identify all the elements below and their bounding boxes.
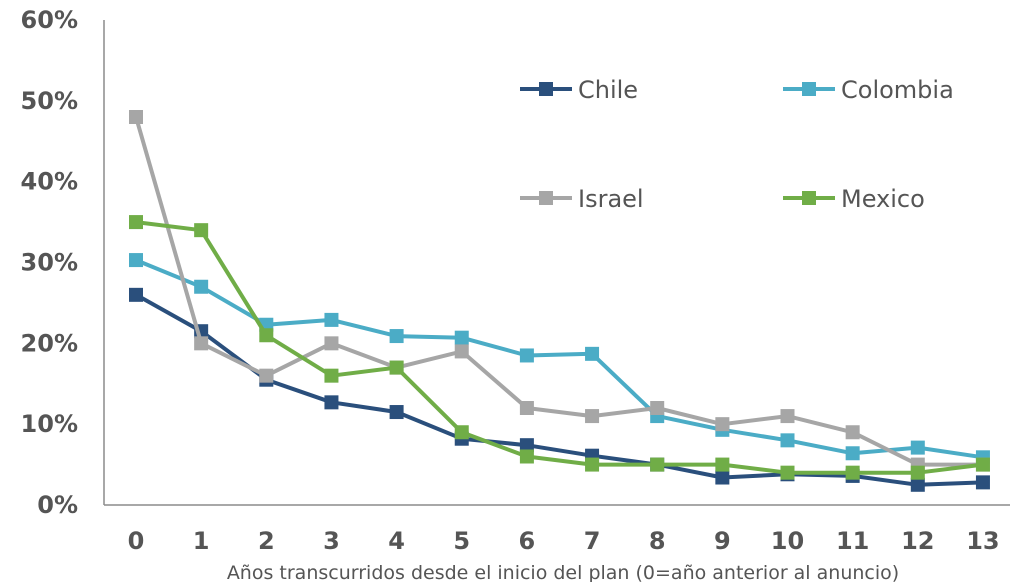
data-point-mexico bbox=[259, 328, 274, 343]
data-point-mexico bbox=[194, 223, 209, 238]
series-israel bbox=[129, 110, 990, 472]
y-tick-label: 50% bbox=[21, 87, 78, 115]
y-tick-label: 30% bbox=[21, 249, 78, 277]
data-point-israel bbox=[259, 368, 274, 383]
series-line-mexico bbox=[135, 220, 984, 475]
x-tick-label: 3 bbox=[323, 527, 340, 555]
data-point-chile bbox=[129, 287, 143, 302]
data-point-mexico bbox=[129, 215, 143, 230]
data-point-israel bbox=[650, 401, 665, 415]
y-tick-label: 60% bbox=[21, 6, 78, 34]
data-point-chile bbox=[389, 405, 404, 420]
legend-label-israel: Israel bbox=[578, 185, 644, 213]
y-tick-labels: 0% 10% 20% 30% 40% 50% 60% bbox=[21, 6, 78, 519]
legend-marker-israel bbox=[539, 191, 553, 205]
x-tick-label: 4 bbox=[388, 527, 405, 555]
data-point-israel bbox=[845, 425, 860, 440]
data-point-israel bbox=[780, 409, 795, 424]
data-point-mexico bbox=[519, 449, 534, 464]
data-point-colombia bbox=[845, 446, 860, 461]
x-tick-label: 8 bbox=[649, 527, 666, 555]
data-point-mexico bbox=[585, 457, 600, 472]
data-point-colombia bbox=[780, 433, 795, 448]
data-point-chile bbox=[715, 470, 730, 485]
data-point-colombia bbox=[585, 346, 600, 361]
legend-label-colombia: Colombia bbox=[841, 76, 954, 104]
series-line-israel bbox=[134, 116, 983, 467]
data-point-chile bbox=[324, 395, 339, 410]
data-point-mexico bbox=[780, 465, 795, 480]
data-point-colombia bbox=[910, 440, 925, 455]
x-axis-label: Años transcurridos desde el inicio del p… bbox=[227, 562, 899, 582]
x-tick-label: 13 bbox=[966, 527, 999, 555]
legend-label-mexico: Mexico bbox=[841, 185, 925, 213]
x-tick-label: 5 bbox=[453, 527, 470, 555]
data-point-israel bbox=[519, 401, 534, 415]
data-point-mexico bbox=[454, 425, 469, 440]
data-point-colombia bbox=[194, 279, 209, 294]
x-tick-label: 9 bbox=[714, 527, 731, 555]
x-tick-label: 2 bbox=[258, 527, 275, 555]
y-tick-label: 20% bbox=[21, 329, 78, 357]
data-point-chile bbox=[519, 438, 534, 453]
x-tick-label: 1 bbox=[193, 527, 210, 555]
data-point-colombia bbox=[454, 330, 469, 345]
data-point-mexico bbox=[975, 457, 990, 472]
legend-item-mexico: Mexico bbox=[783, 185, 925, 213]
data-point-israel bbox=[585, 409, 600, 424]
legend-marker-chile bbox=[539, 82, 553, 96]
y-tick-label: 0% bbox=[37, 491, 78, 519]
x-tick-label: 7 bbox=[584, 527, 601, 555]
y-tick-label: 40% bbox=[21, 168, 78, 196]
legend-item-israel: Israel bbox=[520, 185, 644, 213]
axes bbox=[103, 20, 1010, 506]
series-colombia bbox=[129, 253, 990, 465]
y-tick-label: 10% bbox=[21, 410, 78, 438]
series-line-chile bbox=[135, 293, 984, 487]
legend: Chile Colombia Israel Mexico bbox=[520, 76, 954, 213]
x-tick-labels: 0 1 2 3 4 5 6 7 8 9 10 11 12 13 bbox=[128, 527, 1000, 555]
x-tick-label: 12 bbox=[901, 527, 934, 555]
data-point-colombia bbox=[129, 253, 143, 268]
data-point-colombia bbox=[519, 348, 534, 363]
legend-item-colombia: Colombia bbox=[783, 76, 954, 104]
legend-marker-colombia bbox=[802, 82, 816, 96]
data-point-israel bbox=[715, 417, 730, 432]
legend-marker-mexico bbox=[802, 191, 816, 205]
series-line-colombia bbox=[135, 258, 984, 460]
legend-label-chile: Chile bbox=[578, 76, 638, 104]
data-point-mexico bbox=[845, 465, 860, 480]
x-tick-label: 10 bbox=[771, 527, 804, 555]
series-mexico bbox=[129, 215, 990, 480]
data-point-mexico bbox=[324, 368, 339, 383]
data-point-israel bbox=[194, 336, 209, 351]
data-point-colombia bbox=[389, 329, 404, 344]
data-point-israel bbox=[324, 336, 339, 351]
x-tick-label: 0 bbox=[128, 527, 145, 555]
data-point-mexico bbox=[389, 360, 404, 375]
data-point-israel bbox=[129, 110, 143, 124]
data-point-chile bbox=[910, 477, 925, 492]
data-point-mexico bbox=[650, 457, 665, 472]
data-point-colombia bbox=[324, 312, 339, 327]
data-point-mexico bbox=[715, 457, 730, 472]
data-point-chile bbox=[975, 475, 990, 490]
data-point-israel bbox=[454, 344, 469, 359]
x-tick-label: 11 bbox=[836, 527, 869, 555]
series-layer bbox=[129, 110, 990, 492]
x-tick-label: 6 bbox=[519, 527, 536, 555]
legend-item-chile: Chile bbox=[520, 76, 638, 104]
data-point-mexico bbox=[910, 465, 925, 480]
